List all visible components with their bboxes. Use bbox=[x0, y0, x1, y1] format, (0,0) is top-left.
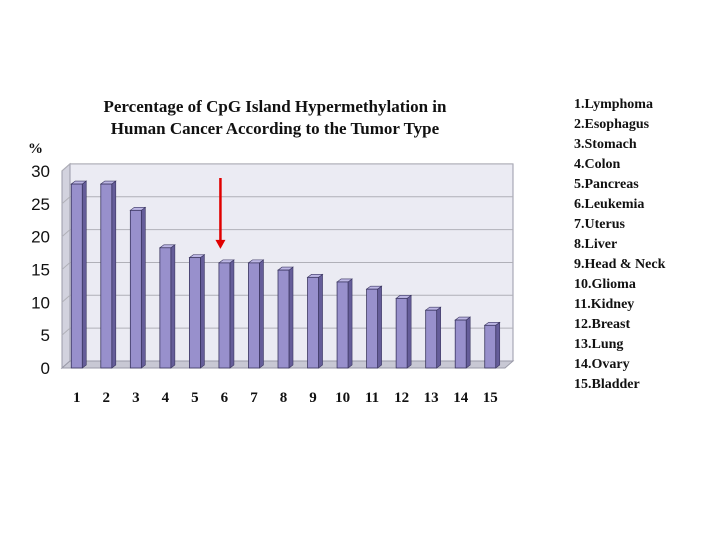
bar bbox=[218, 262, 231, 369]
legend-item: 5.Pancreas bbox=[574, 177, 639, 192]
bar bbox=[188, 257, 201, 369]
x-tick-label: 8 bbox=[280, 390, 288, 406]
bar-side bbox=[377, 285, 382, 369]
chart-legend: 1.Lymphoma 2.Esophagus 3.Stomach 4.Colon… bbox=[574, 95, 665, 395]
legend-item: 4.Colon bbox=[574, 157, 621, 172]
legend-item: 15.Bladder bbox=[574, 377, 640, 392]
bar-side bbox=[81, 180, 87, 369]
legend-item: 1.Lymphoma bbox=[574, 97, 653, 112]
bar-side bbox=[495, 321, 501, 369]
y-tick-label: 30 bbox=[31, 162, 50, 181]
x-tick-label: 13 bbox=[424, 390, 439, 406]
x-tick-label: 2 bbox=[103, 390, 111, 406]
gridline-side bbox=[61, 196, 71, 205]
bar-side bbox=[170, 244, 176, 369]
x-tick-label: 11 bbox=[365, 390, 379, 406]
bar-side bbox=[406, 294, 412, 369]
bar-side bbox=[465, 316, 471, 369]
y-tick-label: 0 bbox=[41, 359, 50, 378]
bar-side bbox=[229, 259, 235, 369]
legend-item: 14.Ovary bbox=[574, 357, 630, 372]
legend-item: 2.Esophagus bbox=[574, 117, 650, 132]
x-tick-label: 15 bbox=[483, 390, 498, 406]
x-tick-label: 12 bbox=[394, 390, 409, 406]
bar bbox=[484, 324, 497, 369]
gridline-side bbox=[61, 294, 71, 303]
bar bbox=[366, 288, 379, 369]
bar-side bbox=[111, 180, 117, 369]
gridline-side bbox=[61, 327, 71, 336]
x-tick-label: 4 bbox=[162, 390, 170, 406]
bar bbox=[425, 309, 438, 369]
legend-item: 12.Breast bbox=[574, 317, 631, 332]
x-tick-label: 9 bbox=[309, 390, 317, 406]
highlight-arrow-head bbox=[215, 239, 226, 249]
bar bbox=[248, 262, 260, 369]
x-tick-label: 7 bbox=[250, 390, 258, 406]
bar bbox=[159, 247, 172, 369]
chart-title-line-1: Percentage of CpG Island Hypermethylatio… bbox=[103, 97, 447, 116]
legend-item: 9.Head & Neck bbox=[574, 257, 666, 272]
x-tick-label: 5 bbox=[191, 390, 199, 406]
gridline-side bbox=[61, 262, 71, 270]
legend-item: 8.Liver bbox=[574, 237, 618, 252]
x-tick-label: 3 bbox=[132, 390, 140, 406]
y-tick-label: 20 bbox=[31, 228, 50, 247]
bar-side bbox=[436, 306, 441, 369]
bar bbox=[100, 183, 113, 369]
bar bbox=[307, 276, 319, 369]
bar-side bbox=[347, 278, 353, 369]
x-tick-label: 14 bbox=[453, 390, 469, 406]
y-axis-label: % bbox=[28, 141, 43, 157]
y-tick-label: 10 bbox=[31, 293, 50, 312]
bar-side bbox=[318, 273, 323, 369]
legend-item: 13.Lung bbox=[574, 337, 624, 352]
legend-item: 10.Glioma bbox=[574, 277, 636, 292]
x-tick-label: 10 bbox=[335, 390, 350, 406]
gridline-side bbox=[61, 163, 71, 172]
y-tick-label: 25 bbox=[31, 195, 50, 214]
bar-side bbox=[288, 266, 294, 369]
legend-item: 7.Uterus bbox=[574, 217, 625, 232]
bar bbox=[129, 209, 142, 369]
bar bbox=[70, 183, 83, 369]
chart-title-line-2: Human Cancer According to the Tumor Type bbox=[110, 119, 440, 138]
legend-item: 6.Leukemia bbox=[574, 197, 645, 212]
x-tick-label: 1 bbox=[73, 390, 81, 406]
bar bbox=[395, 297, 408, 369]
bar bbox=[277, 269, 290, 369]
bar bbox=[454, 319, 467, 369]
legend-item: 3.Stomach bbox=[574, 137, 637, 152]
x-tick-label: 6 bbox=[221, 390, 229, 406]
bar bbox=[336, 281, 349, 369]
bar-side bbox=[200, 254, 205, 369]
bar-side bbox=[141, 206, 146, 369]
y-tick-label: 15 bbox=[31, 260, 50, 279]
y-tick-label: 5 bbox=[41, 326, 50, 345]
legend-item: 11.Kidney bbox=[574, 297, 635, 312]
bar-side bbox=[259, 259, 264, 369]
gridline-side bbox=[61, 229, 71, 237]
